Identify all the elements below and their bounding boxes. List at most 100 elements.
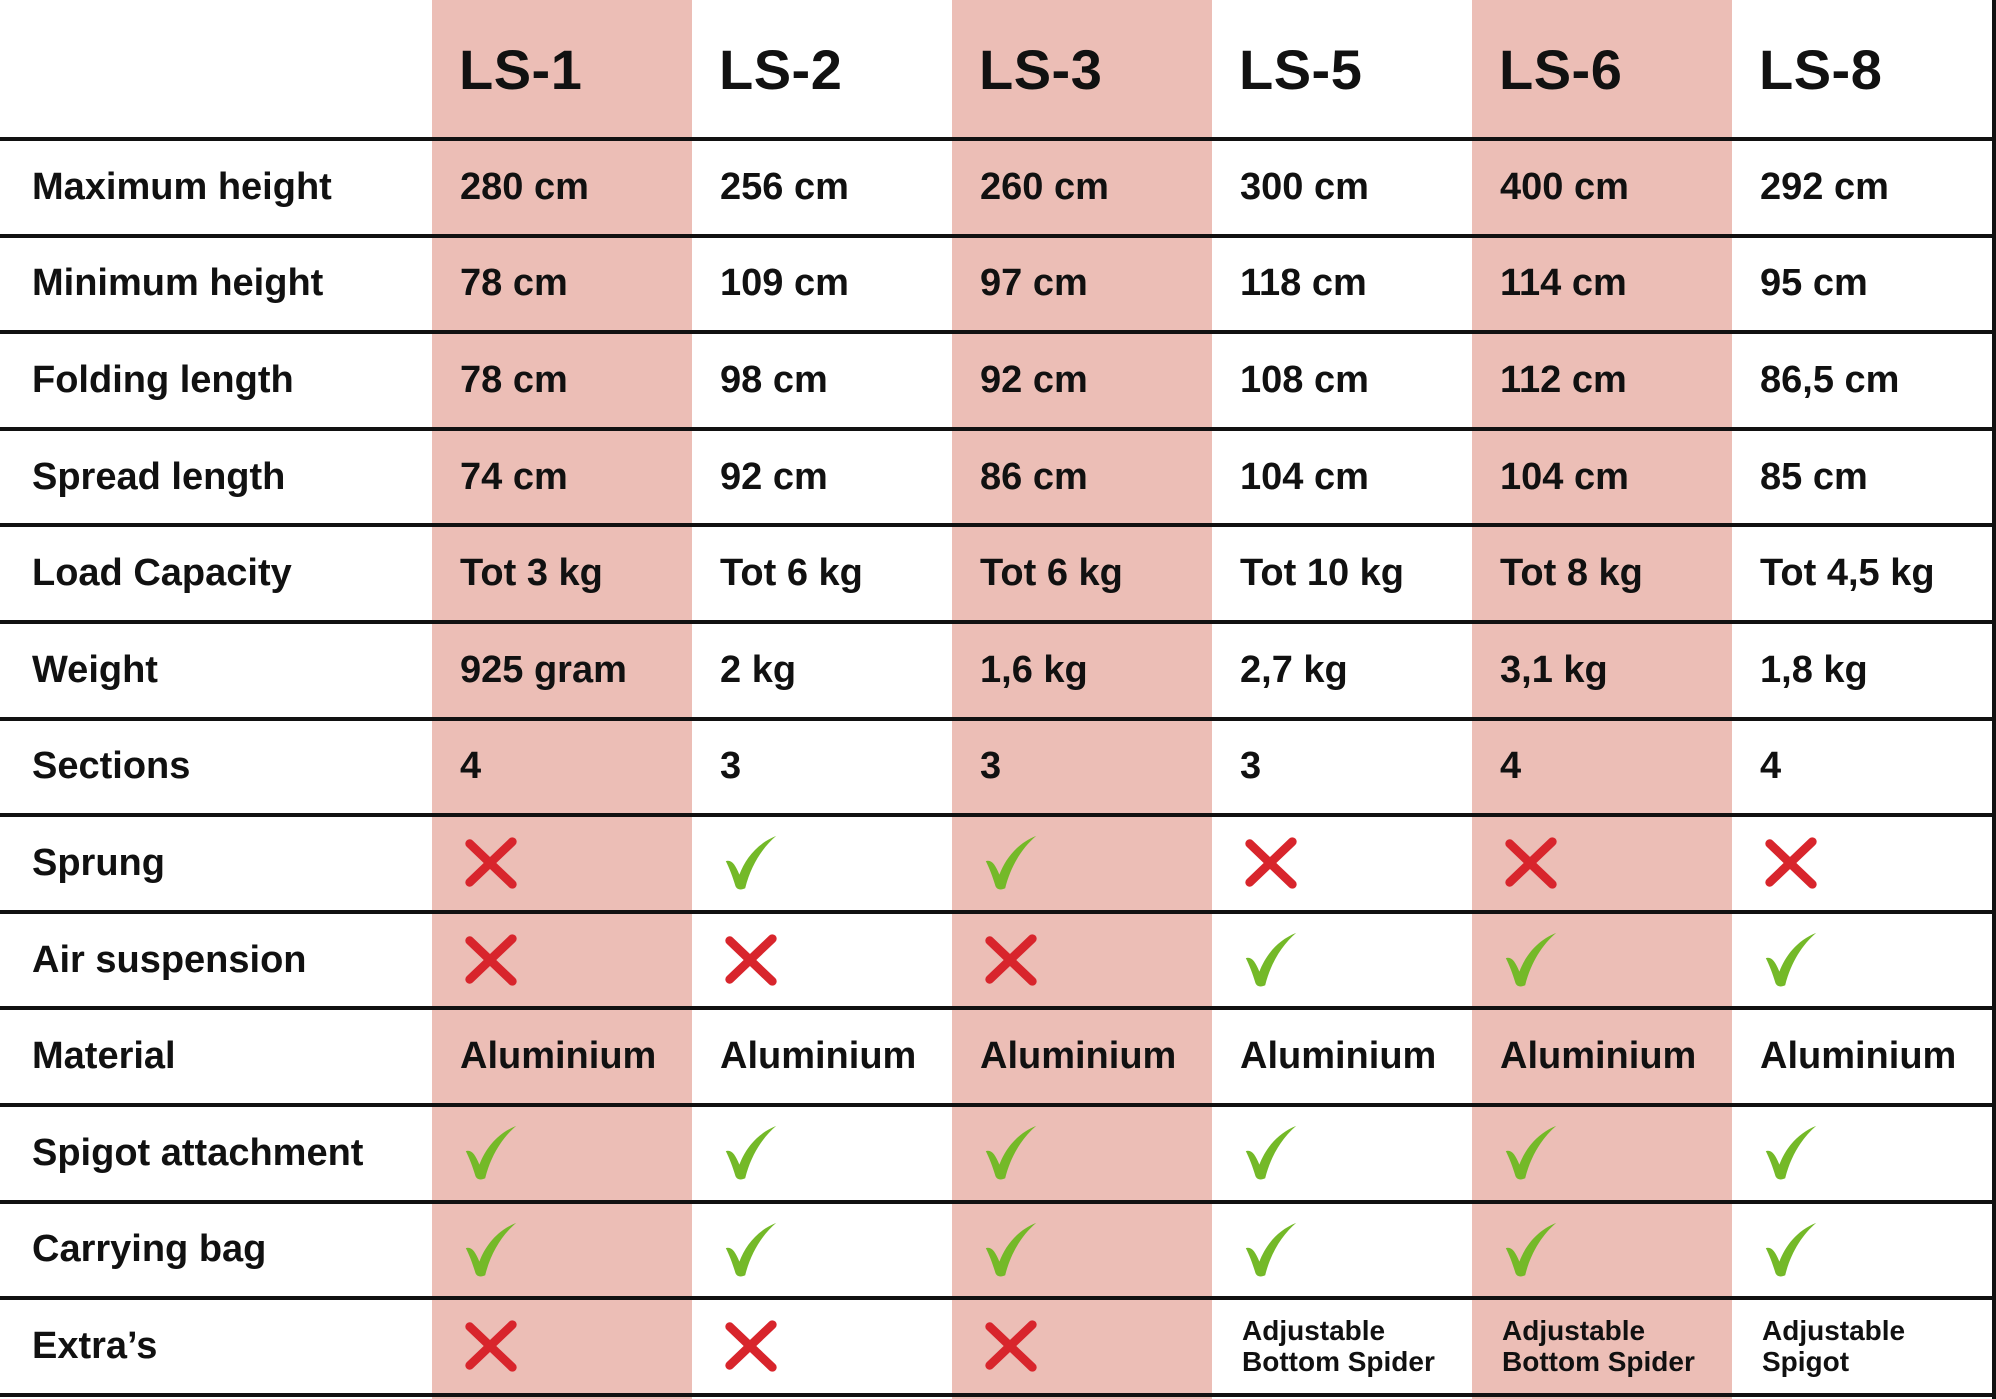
value-cell: 4 (460, 745, 482, 788)
checkmark-icon (725, 836, 777, 890)
value-cell: Tot 8 kg (1500, 552, 1643, 595)
value-cell: Aluminium (460, 1035, 657, 1078)
row-divider (0, 909, 1996, 914)
value-cell: 95 cm (1760, 262, 1868, 305)
value-cell: Aluminium (1760, 1035, 1957, 1078)
row-label: Load Capacity (32, 552, 292, 595)
value-cell: 4 (1500, 745, 1522, 788)
value-cell-icon (1732, 1202, 1992, 1299)
value-cell: Adjustable Bottom Spider (1502, 1315, 1695, 1378)
checkmark-icon (985, 1222, 1037, 1277)
row-label: Carrying bag (32, 1228, 267, 1271)
row-divider (0, 1103, 1996, 1107)
value-cell: 3 (980, 745, 1002, 788)
checkmark-icon (1245, 1126, 1297, 1180)
value-cell: 108 cm (1240, 358, 1369, 401)
value-cell-icon (1472, 1202, 1732, 1299)
value-cell: 78 cm (460, 358, 568, 401)
cross-icon (725, 934, 777, 986)
value-cell: 3 (1240, 745, 1262, 788)
checkmark-icon (1505, 1126, 1557, 1180)
value-cell-icon (692, 1202, 952, 1299)
value-cell-icon (692, 912, 952, 1009)
cross-icon (985, 1320, 1037, 1373)
value-cell: 4 (1760, 745, 1782, 788)
column-header-ls-8: LS-8 (1759, 38, 1883, 101)
cross-icon (1245, 837, 1297, 890)
value-cell: 86 cm (980, 455, 1088, 498)
checkmark-icon (1765, 1222, 1817, 1277)
cross-icon (465, 837, 517, 890)
row-divider (0, 1296, 1996, 1301)
value-cell: Aluminium (980, 1035, 1177, 1078)
value-cell: 400 cm (1500, 165, 1629, 208)
value-cell: 109 cm (720, 262, 849, 305)
row-label: Material (32, 1035, 176, 1078)
value-cell: 1,6 kg (980, 648, 1088, 691)
value-cell-icon (1472, 1105, 1732, 1202)
value-cell-icon (432, 912, 692, 1009)
value-cell: Adjustable Bottom Spider (1242, 1315, 1435, 1378)
cross-icon (725, 1320, 777, 1373)
value-cell-icon (692, 1105, 952, 1202)
value-cell: 256 cm (720, 165, 849, 208)
checkmark-icon (985, 836, 1037, 890)
value-cell: Tot 3 kg (460, 552, 603, 595)
checkmark-icon (1765, 1126, 1817, 1180)
value-cell: 2,7 kg (1240, 648, 1348, 691)
value-cell-icon (432, 1105, 692, 1202)
value-cell-icon (1732, 912, 1992, 1009)
column-header-ls-2: LS-2 (719, 38, 843, 101)
cross-icon (465, 934, 517, 986)
row-divider (0, 426, 1996, 431)
row-divider (0, 716, 1996, 721)
row-label: Spigot attachment (32, 1131, 364, 1174)
cross-icon (1765, 837, 1817, 890)
column-header-ls-5: LS-5 (1239, 38, 1363, 101)
checkmark-icon (465, 1222, 517, 1277)
value-cell: 97 cm (980, 262, 1088, 305)
value-cell: 92 cm (720, 455, 828, 498)
checkmark-icon (1505, 1222, 1557, 1277)
row-label: Weight (32, 648, 158, 691)
value-cell-icon (1472, 815, 1732, 912)
column-header-ls-6: LS-6 (1499, 38, 1623, 101)
value-cell-icon (1212, 912, 1472, 1009)
row-divider (0, 330, 1996, 335)
value-cell-icon (1212, 1202, 1472, 1299)
row-divider (0, 1392, 1996, 1397)
value-cell: Aluminium (1500, 1035, 1697, 1078)
cross-icon (985, 934, 1037, 986)
row-label: Maximum height (32, 165, 332, 208)
row-divider (0, 137, 1996, 141)
checkmark-icon (725, 1126, 777, 1180)
value-cell-icon (432, 1298, 692, 1395)
value-cell: 3,1 kg (1500, 648, 1608, 691)
value-cell: Tot 6 kg (980, 552, 1123, 595)
row-label: Sections (32, 745, 191, 788)
value-cell: 85 cm (1760, 455, 1868, 498)
row-label: Minimum height (32, 262, 324, 305)
value-cell-icon (1472, 912, 1732, 1009)
value-cell: 104 cm (1240, 455, 1369, 498)
column-header-ls-1: LS-1 (459, 38, 583, 101)
checkmark-icon (985, 1126, 1037, 1180)
value-cell: Adjustable Spigot (1762, 1315, 1906, 1378)
value-cell: 98 cm (720, 358, 828, 401)
value-cell-icon (432, 815, 692, 912)
row-label: Spread length (32, 455, 286, 498)
value-cell: 74 cm (460, 455, 568, 498)
value-cell: Tot 4,5 kg (1760, 552, 1935, 595)
value-cell: 3 (720, 745, 742, 788)
value-cell: 925 gram (460, 648, 627, 691)
value-cell: 78 cm (460, 262, 568, 305)
row-label: Sprung (32, 841, 165, 884)
value-cell: Aluminium (1240, 1035, 1437, 1078)
value-cell: 104 cm (1500, 455, 1629, 498)
value-cell: 1,8 kg (1760, 648, 1868, 691)
value-cell-icon (952, 815, 1212, 912)
cross-icon (465, 1320, 517, 1373)
value-cell: 260 cm (980, 165, 1109, 208)
value-cell-icon (1732, 815, 1992, 912)
